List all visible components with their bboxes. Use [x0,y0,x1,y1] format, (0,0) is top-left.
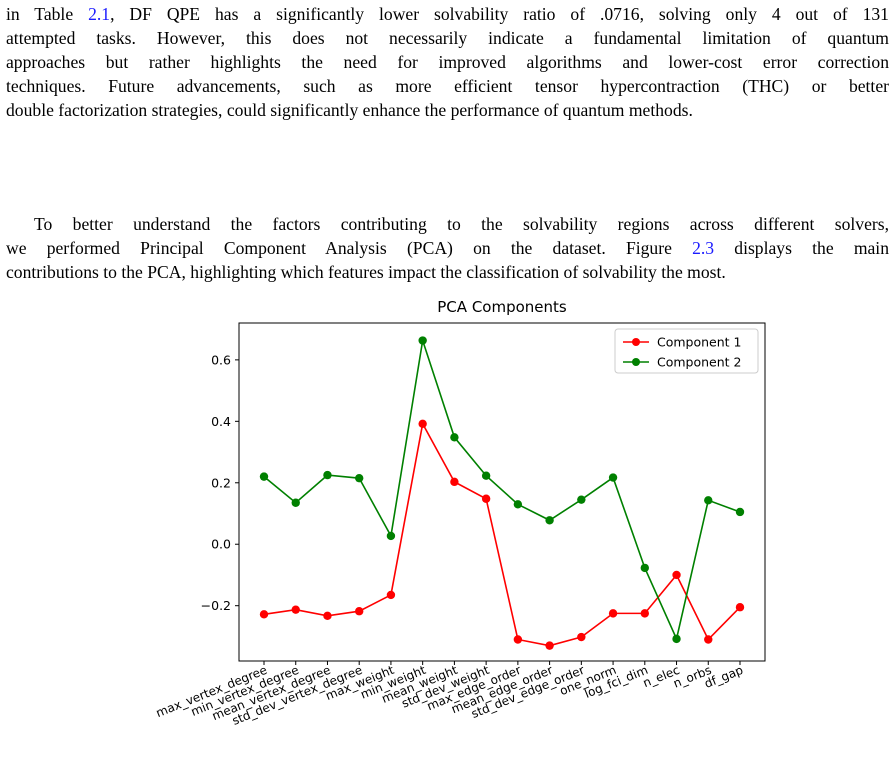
data-point [735,603,745,612]
legend-marker [632,338,640,346]
text-line: To better understand the factors contrib… [34,214,889,234]
text-line: in Table 2.1, DF QPE has a significantly… [6,2,889,26]
legend-label: Component 2 [657,355,742,370]
data-point [481,494,491,503]
data-point [577,632,586,642]
data-point [545,641,554,650]
chart-title: PCA Components [437,298,567,316]
data-point [259,472,269,481]
y-tick-label: 0.2 [211,475,231,490]
data-point [513,635,523,644]
data-point [513,500,523,509]
text-line: approaches but rather highlights the nee… [6,52,889,72]
y-tick-label: 0.4 [211,414,231,429]
y-tick-label: 0.0 [211,537,231,552]
data-point [608,609,618,618]
data-point [355,607,364,616]
plot-frame [238,322,766,662]
figure-reference-link[interactable]: 2.3 [692,238,715,258]
data-point [450,433,459,442]
data-point [355,473,364,483]
text-line: we performed Principal Component Analysi… [6,236,889,260]
chart-axes: −0.20.00.20.40.6max_vertex_degreemin_ver… [154,322,766,728]
data-point [418,419,427,428]
data-point [608,473,618,482]
data-point [386,531,396,541]
series-line [263,421,741,647]
chart-series [259,336,745,650]
pca-line-chart: PCA Components −0.20.00.20.40.6max_verte… [154,298,766,728]
text-line: attempted tasks. However, this does not … [6,28,889,48]
series-line [263,340,741,642]
text-line: double factorization strategies, could s… [6,100,693,120]
data-point [545,516,554,525]
data-point [418,336,427,345]
data-point [577,495,586,504]
data-point [481,471,491,480]
data-point [704,635,713,644]
chart-legend: Component 1 Component 2 [614,328,759,374]
data-point [386,590,396,600]
y-tick-label: −0.2 [201,598,231,613]
data-point [704,496,713,505]
data-point [259,610,269,619]
paragraph-solvability: in Table 2.1, DF QPE has a significantly… [6,2,889,122]
data-point [640,609,649,618]
text-line: techniques. Future advancements, such as… [6,76,889,96]
legend-marker [632,358,640,366]
data-point [735,507,745,517]
data-point [640,563,649,573]
legend-label: Component 1 [657,335,742,350]
data-point [323,470,332,480]
table-reference-link[interactable]: 2.1 [88,4,111,24]
data-point [291,498,300,507]
text-line: contributions to the PCA, highlighting w… [6,262,726,282]
legend-box [614,328,759,374]
text-span: in Table [6,4,89,24]
y-tick-label: 0.6 [211,352,231,367]
pca-figure: PCA Components −0.2 0.0 0.2 0.4 0.6 max_verte… [120,290,780,769]
text-span: displays the main [714,238,889,258]
text-span: , DF QPE has a significantly lower solva… [110,4,889,24]
data-point [672,570,681,580]
text-span: we performed Principal Component Analysi… [6,238,693,258]
data-point [450,477,459,487]
data-point [291,605,300,614]
paragraph-pca: To better understand the factors contrib… [6,212,889,284]
data-point [323,611,332,621]
data-point [672,634,681,644]
